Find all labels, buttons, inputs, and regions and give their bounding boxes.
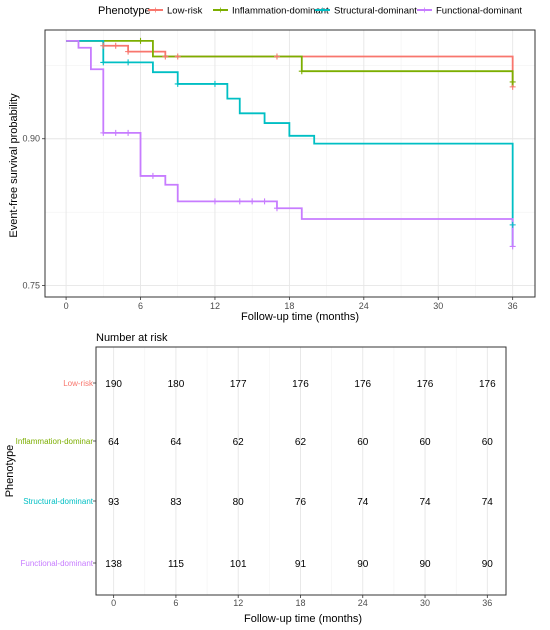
- risk-x-tick-label-6: 36: [482, 598, 492, 608]
- risk-cell-0-4: 176: [354, 379, 371, 390]
- x-axis-label: Follow-up time (months): [241, 311, 359, 323]
- risk-cell-1-4: 60: [357, 437, 369, 448]
- censor-mark-2-0: [100, 59, 107, 66]
- risk-cell-1-1: 64: [170, 437, 182, 448]
- x-tick-label-6: 36: [508, 301, 518, 311]
- x-tick-label-1: 6: [138, 301, 143, 311]
- risk-x-tick-label-3: 18: [295, 598, 305, 608]
- risk-cell-3-6: 90: [482, 559, 494, 570]
- risk-cell-3-3: 91: [295, 559, 307, 570]
- risk-x-tick-label-2: 12: [233, 598, 243, 608]
- risk-cell-2-2: 80: [233, 497, 245, 508]
- risk-cell-3-5: 90: [419, 559, 431, 570]
- risk-cell-0-3: 176: [292, 379, 309, 390]
- censor-mark-3-4: [211, 198, 218, 205]
- legend-key-mark-3: +: [422, 6, 428, 17]
- censor-mark-0-5: [273, 53, 280, 60]
- risk-cell-1-5: 60: [419, 437, 431, 448]
- censor-mark-3-7: [261, 198, 268, 205]
- risk-cell-3-4: 90: [357, 559, 369, 570]
- risk-row-label-3: Functional-dominant: [21, 559, 94, 568]
- censor-mark-0-4: [174, 53, 181, 60]
- risk-cell-0-5: 176: [417, 379, 434, 390]
- km-plot: 0 6 12 18 24 30 36 0.75 0.90 Follow-up time (mont…: [8, 29, 536, 323]
- risk-y-axis-label: Phenotype: [4, 445, 16, 498]
- x-tick-label-3: 18: [284, 301, 294, 311]
- risk-cell-3-1: 115: [168, 559, 184, 570]
- risk-panel-border: [95, 346, 507, 596]
- legend-title: Phenotype: [98, 5, 151, 17]
- censor-mark-3-3: [149, 172, 156, 179]
- risk-cell-3-0: 138: [105, 559, 122, 570]
- x-tick-label-2: 12: [210, 301, 220, 311]
- censor-mark-3-1: [112, 129, 119, 136]
- legend-entry-0: Low-risk: [167, 6, 203, 17]
- risk-cell-2-3: 76: [295, 497, 307, 508]
- censor-mark-0-1: [112, 42, 119, 49]
- risk-row-label-0: Low-risk: [63, 379, 94, 388]
- legend-key-mark-1: +: [218, 6, 224, 17]
- x-tick-label-0: 0: [64, 301, 69, 311]
- censor-mark-3-2: [125, 129, 132, 136]
- risk-cell-2-5: 74: [419, 497, 431, 508]
- legend-entry-3: Functional-dominant: [436, 6, 522, 17]
- km-panel-border: [44, 29, 536, 298]
- km-line-2: [66, 39, 514, 247]
- legend-entry-1: Inflammation-dominant: [232, 6, 329, 17]
- legend-key-mark-0: +: [153, 6, 159, 17]
- risk-cell-2-1: 83: [170, 497, 182, 508]
- risk-row-label-2: Structural-dominant: [23, 497, 94, 506]
- censor-mark-3-5: [236, 198, 243, 205]
- risk-x-tick-label-1: 6: [173, 598, 178, 608]
- risk-x-tick-label-0: 0: [111, 598, 116, 608]
- y-axis-label: Event-free survival probability: [8, 93, 20, 238]
- risk-cell-2-0: 93: [108, 497, 120, 508]
- risk-table-title: Number at risk: [96, 332, 168, 344]
- km-line-1: [66, 39, 514, 87]
- censor-mark-3-0: [100, 129, 107, 136]
- censor-mark-2-4: [509, 221, 516, 228]
- censor-mark-0-2: [125, 48, 132, 55]
- risk-cell-0-1: 180: [168, 379, 185, 390]
- legend-entry-2: Structural-dominant: [334, 6, 417, 17]
- censor-mark-3-9: [509, 243, 516, 250]
- risk-cell-1-2: 62: [233, 437, 245, 448]
- risk-row-label-1: Inflammation-dominar: [16, 437, 94, 446]
- risk-cell-0-2: 177: [230, 379, 247, 390]
- risk-cell-1-0: 64: [108, 437, 120, 448]
- censor-mark-1-2: [509, 78, 516, 85]
- risk-x-tick-label-4: 24: [358, 598, 368, 608]
- y-tick-label-1: 0.90: [22, 134, 40, 144]
- risk-cell-0-6: 176: [479, 379, 496, 390]
- risk-cell-0-0: 190: [105, 379, 122, 390]
- risk-cell-3-2: 101: [230, 559, 247, 570]
- censor-mark-2-2: [174, 80, 181, 87]
- risk-cell-2-6: 74: [482, 497, 494, 508]
- censor-mark-2-1: [125, 59, 132, 66]
- risk-cell-1-3: 62: [295, 437, 307, 448]
- censor-mark-3-6: [249, 198, 256, 205]
- legend: Phenotype + Low-risk + Inflammation-dominant…: [98, 5, 522, 17]
- risk-cell-1-6: 60: [482, 437, 494, 448]
- x-tick-label-4: 24: [359, 301, 369, 311]
- censor-mark-0-3: [162, 53, 169, 60]
- risk-cell-2-4: 74: [357, 497, 369, 508]
- x-tick-label-5: 30: [433, 301, 443, 311]
- y-tick-label-0: 0.75: [22, 281, 40, 291]
- censor-mark-0-0: [100, 42, 107, 49]
- censor-mark-2-3: [211, 80, 218, 87]
- km-line-3: [66, 39, 514, 247]
- censor-mark-3-8: [273, 205, 280, 212]
- censor-mark-1-1: [298, 68, 305, 75]
- risk-x-tick-label-5: 30: [420, 598, 430, 608]
- risk-x-axis-label: Follow-up time (months): [244, 613, 362, 625]
- censor-mark-1-0: [137, 37, 144, 44]
- legend-key-mark-2: +: [320, 6, 326, 17]
